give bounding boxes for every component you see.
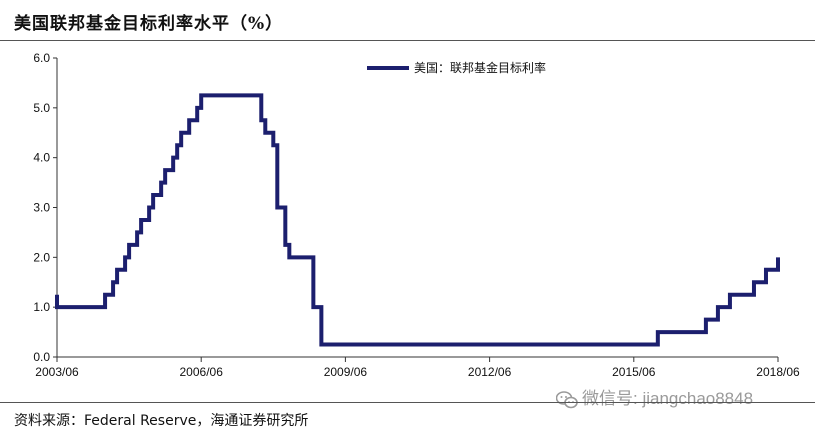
y-tick-label: 4.0 xyxy=(33,151,50,165)
x-tick-labels: 2003/06 2006/06 2009/06 2012/06 2015/06 2018/… xyxy=(35,365,800,379)
axes xyxy=(53,57,779,362)
chart: 0.0 1.0 2.0 3.0 4.0 5.0 6.0 2003/06 2006/06 2009… xyxy=(33,51,800,379)
y-tick-label: 6.0 xyxy=(33,51,50,65)
series-line xyxy=(55,93,780,347)
watermark-text: 微信号: jiangchao8848 xyxy=(582,389,754,408)
y-tick-label: 5.0 xyxy=(33,101,50,115)
x-tick-label: 2015/06 xyxy=(612,365,656,379)
chart-title: 美国联邦基金目标利率水平（%） xyxy=(14,14,284,34)
x-tick-label: 2006/06 xyxy=(180,365,224,379)
bottom-rule xyxy=(0,402,815,403)
top-rule xyxy=(0,40,815,41)
wechat-icon xyxy=(556,390,578,408)
legend-label: 美国：联邦基金目标利率 xyxy=(414,60,546,75)
x-tick-label: 2018/06 xyxy=(756,365,800,379)
x-tick-label: 2003/06 xyxy=(35,365,79,379)
y-tick-label: 1.0 xyxy=(33,300,50,314)
y-tick-label: 2.0 xyxy=(33,250,50,264)
x-tick-label: 2009/06 xyxy=(324,365,368,379)
legend: 美国：联邦基金目标利率 xyxy=(367,60,546,75)
y-tick-labels: 0.0 1.0 2.0 3.0 4.0 5.0 6.0 xyxy=(33,51,50,364)
x-tick-label: 2012/06 xyxy=(468,365,512,379)
series-layer xyxy=(55,93,780,347)
y-tick-label: 3.0 xyxy=(33,201,50,215)
y-tick-label: 0.0 xyxy=(33,350,50,364)
watermark: 微信号: jiangchao8848 xyxy=(556,384,753,409)
source-note: 资料来源：Federal Reserve，海通证券研究所 xyxy=(14,413,309,429)
